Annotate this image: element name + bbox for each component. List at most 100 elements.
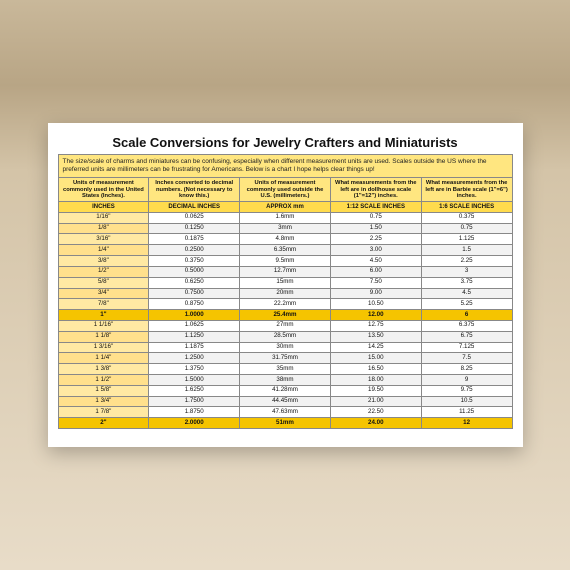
cell: 1/4" (58, 245, 149, 256)
col-header-4: What measurements from the left are in B… (421, 178, 512, 202)
table-row: 5/8"0.625015mm7.503.75 (58, 277, 512, 288)
cell: 6 (421, 310, 512, 321)
cell: 1 3/8" (58, 364, 149, 375)
cell: 3.00 (330, 245, 421, 256)
conversion-card: Scale Conversions for Jewelry Crafters a… (48, 123, 523, 447)
cell: 4.5 (421, 288, 512, 299)
cell: 9.00 (330, 288, 421, 299)
cell: 1/2" (58, 266, 149, 277)
cell: 1 1/4" (58, 353, 149, 364)
card-title: Scale Conversions for Jewelry Crafters a… (58, 135, 513, 150)
cell: 0.5000 (149, 266, 240, 277)
cell: 22.2mm (240, 299, 331, 310)
cell: 7.50 (330, 277, 421, 288)
cell: 1.50 (330, 223, 421, 234)
cell: 18.00 (330, 375, 421, 386)
cell: 9.75 (421, 385, 512, 396)
cell: 1.0000 (149, 310, 240, 321)
cell: 3.75 (421, 277, 512, 288)
cell: 0.375 (421, 212, 512, 223)
cell: 0.6250 (149, 277, 240, 288)
cell: 31.75mm (240, 353, 331, 364)
cell: 25.4mm (240, 310, 331, 321)
cell: 1 7/8" (58, 407, 149, 418)
cell: 1.8750 (149, 407, 240, 418)
cell: 0.8750 (149, 299, 240, 310)
cell: 12.75 (330, 320, 421, 331)
cell: 6.375 (421, 320, 512, 331)
subheader-row: INCHESDECIMAL INCHESAPPROX mm1:12 SCALE … (58, 202, 512, 213)
cell: 0.7500 (149, 288, 240, 299)
cell: 1" (58, 310, 149, 321)
cell: 11.25 (421, 407, 512, 418)
cell: 4.50 (330, 256, 421, 267)
cell: 1 5/8" (58, 385, 149, 396)
cell: 30mm (240, 342, 331, 353)
cell: 0.3750 (149, 256, 240, 267)
table-row: 1/16"0.06251.6mm0.750.375 (58, 212, 512, 223)
cell: 47.63mm (240, 407, 331, 418)
cell: 15.00 (330, 353, 421, 364)
cell: 0.0625 (149, 212, 240, 223)
cell: 12.7mm (240, 266, 331, 277)
cell: 2.0000 (149, 418, 240, 429)
cell: 15mm (240, 277, 331, 288)
card-description: The size/scale of charms and miniatures … (58, 154, 513, 177)
table-row: 1 1/4"1.250031.75mm15.007.5 (58, 353, 512, 364)
cell: 41.28mm (240, 385, 331, 396)
cell: 1.7500 (149, 396, 240, 407)
cell: 1/16" (58, 212, 149, 223)
cell: 5/8" (58, 277, 149, 288)
col-subheader-0: INCHES (58, 202, 149, 213)
cell: 12 (421, 418, 512, 429)
cell: 1 3/16" (58, 342, 149, 353)
cell: 21.00 (330, 396, 421, 407)
cell: 1.1875 (149, 342, 240, 353)
cell: 0.75 (421, 223, 512, 234)
cell: 9.5mm (240, 256, 331, 267)
cell: 14.25 (330, 342, 421, 353)
table-row: 3/16"0.18754.8mm2.251.125 (58, 234, 512, 245)
table-row: 1/8"0.12503mm1.500.75 (58, 223, 512, 234)
table-row: 1"1.000025.4mm12.006 (58, 310, 512, 321)
cell: 10.5 (421, 396, 512, 407)
cell: 51mm (240, 418, 331, 429)
cell: 13.50 (330, 331, 421, 342)
cell: 6.00 (330, 266, 421, 277)
cell: 0.75 (330, 212, 421, 223)
cell: 28.5mm (240, 331, 331, 342)
cell: 2" (58, 418, 149, 429)
cell: 7/8" (58, 299, 149, 310)
cell: 1.2500 (149, 353, 240, 364)
col-header-1: Inches converted to decimal numbers. (No… (149, 178, 240, 202)
header-row: Units of measurement commonly used in th… (58, 178, 512, 202)
table-row: 7/8"0.875022.2mm10.505.25 (58, 299, 512, 310)
table-row: 1 3/8"1.375035mm16.508.25 (58, 364, 512, 375)
table-row: 1 5/8"1.625041.28mm19.509.75 (58, 385, 512, 396)
cell: 9 (421, 375, 512, 386)
table-row: 1 1/16"1.062527mm12.756.375 (58, 320, 512, 331)
cell: 7.125 (421, 342, 512, 353)
cell: 6.35mm (240, 245, 331, 256)
cell: 0.2500 (149, 245, 240, 256)
table-row: 1 7/8"1.875047.63mm22.5011.25 (58, 407, 512, 418)
cell: 1.5000 (149, 375, 240, 386)
table-row: 3/4"0.750020mm9.004.5 (58, 288, 512, 299)
table-row: 1/4"0.25006.35mm3.001.5 (58, 245, 512, 256)
cell: 0.1250 (149, 223, 240, 234)
table-row: 1 1/2"1.500038mm18.009 (58, 375, 512, 386)
table-row: 3/8"0.37509.5mm4.502.25 (58, 256, 512, 267)
cell: 6.75 (421, 331, 512, 342)
col-header-2: Units of measurement commonly used outsi… (240, 178, 331, 202)
cell: 3/4" (58, 288, 149, 299)
cell: 4.8mm (240, 234, 331, 245)
cell: 1.0625 (149, 320, 240, 331)
col-subheader-4: 1:6 SCALE INCHES (421, 202, 512, 213)
cell: 19.50 (330, 385, 421, 396)
cell: 0.1875 (149, 234, 240, 245)
cell: 1.1250 (149, 331, 240, 342)
cell: 3/16" (58, 234, 149, 245)
cell: 38mm (240, 375, 331, 386)
col-subheader-3: 1:12 SCALE INCHES (330, 202, 421, 213)
conversion-table: Units of measurement commonly used in th… (58, 177, 513, 429)
